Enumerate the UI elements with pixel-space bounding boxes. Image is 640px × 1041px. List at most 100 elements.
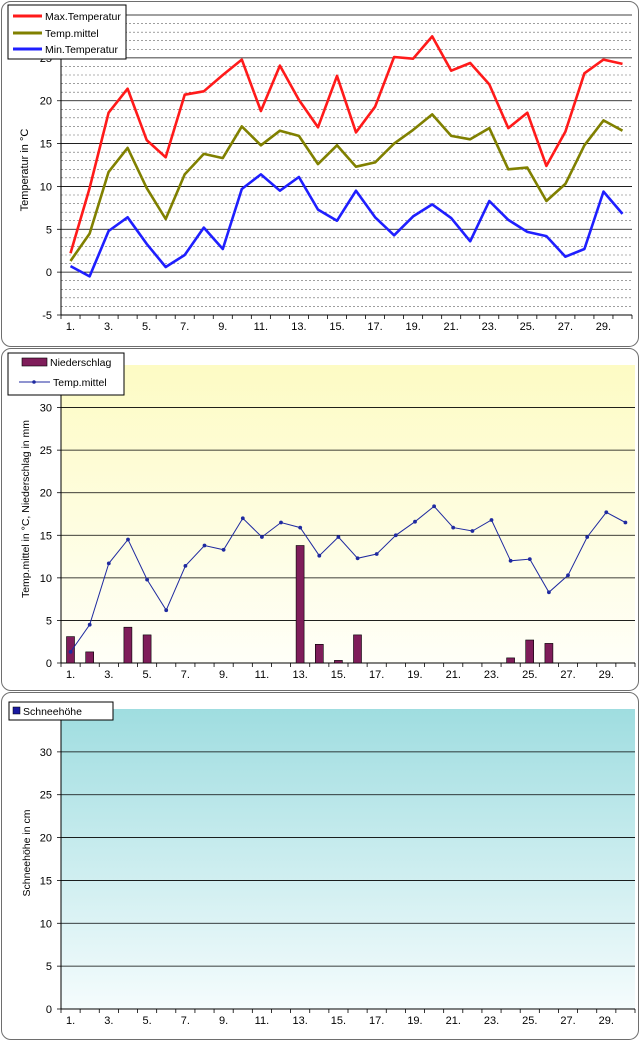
legend-label-snow: Schneehöhe — [23, 706, 82, 718]
legend-swatch-precip — [21, 357, 48, 367]
mean-point — [68, 650, 73, 654]
x-tick-label: 21. — [446, 669, 461, 681]
x-tick-label: 11. — [255, 1015, 269, 1027]
y-axis-label: Temp.mittel in °C, Niederschlag in mm — [20, 420, 32, 598]
x-tick-label: 9. — [218, 321, 227, 333]
axes — [60, 365, 635, 664]
mean-point — [298, 525, 303, 530]
x-tick-label: 25. — [522, 1015, 537, 1027]
y-tick-label: 5 — [46, 615, 52, 627]
legend-swatch-snow — [12, 706, 21, 715]
mean-point — [221, 547, 226, 552]
x-tick-label: 5. — [143, 1015, 152, 1027]
x-tick-label: 7. — [180, 321, 189, 333]
x-tick-labels: 1. 3. 5. 7. 9. 11. 13. 15. 17. 19. 21. 23. 25. 27. 29. — [66, 321, 611, 333]
x-tick-label: 17. — [367, 321, 382, 333]
y-tick-label: 0 — [46, 267, 52, 279]
x-tick-label: 3. — [104, 321, 113, 333]
x-tick-label: 15. — [331, 669, 346, 681]
x-tick-label: 17. — [369, 669, 384, 681]
x-tick-label: 9. — [219, 669, 228, 681]
series-line-max — [69, 35, 623, 254]
legend-marker-mean — [32, 380, 36, 384]
x-tick-label: 15. — [331, 1015, 346, 1027]
legend: Max.Temperatur Temp.mittel Min.Temperatu… — [7, 4, 127, 60]
mean-point — [260, 535, 264, 539]
y-axis-label: Schneehöhe in cm — [21, 809, 33, 896]
y-tick-label: 0 — [46, 658, 52, 670]
x-tick-labels: 1. 3. 5. 7. 9. 11. 13. 15. 17. 19. 21. 23. 25. 27. 29. — [66, 669, 614, 681]
precipitation-chart-panel: 0 5 10 15 20 25 30 1. 3. 5. 7. 9. 11. 13. 15. 17. 19. 21… — [1, 348, 639, 691]
x-tick-label: 29. — [596, 321, 611, 333]
x-tick-label: 29. — [599, 1015, 614, 1027]
mean-point — [451, 525, 456, 530]
axes — [60, 15, 632, 316]
mean-point — [183, 564, 188, 568]
precip-bar — [66, 636, 75, 664]
y-tick-labels: 0 5 10 15 20 25 30 — [40, 747, 52, 1016]
mean-point — [566, 573, 570, 578]
mean-point — [164, 608, 169, 613]
x-tick-label: 21. — [444, 321, 459, 333]
precip-bar — [314, 643, 324, 664]
temperature-chart-panel: -5051015202530 1.3.5.7.9.11.13.15.17.19.… — [1, 1, 639, 347]
legend: Niederschlag Temp.mittel — [7, 352, 125, 396]
x-tick-label: 21. — [446, 1015, 461, 1027]
y-tick-label: 10 — [40, 918, 52, 930]
mean-point — [393, 533, 398, 538]
x-tick-label: 7. — [181, 669, 190, 681]
precip-bar — [544, 643, 554, 664]
x-tick-label: 11. — [254, 321, 268, 333]
y-tick-labels: 0 5 10 15 20 25 30 — [40, 403, 52, 670]
x-tick-label: 13. — [293, 1015, 308, 1027]
mean-point — [145, 577, 150, 582]
x-tick-label: 11. — [255, 669, 269, 681]
precip-bar — [85, 651, 94, 664]
precip-bar — [295, 545, 305, 664]
y-tick-label: 15 — [40, 875, 52, 887]
precip-bar — [334, 660, 343, 664]
axes — [60, 709, 635, 1010]
mean-point — [126, 537, 130, 542]
plot-area — [61, 365, 635, 663]
mean-point — [547, 590, 551, 595]
y-tick-label: 20 — [40, 96, 52, 108]
legend-label-mean: Temp.mittel — [53, 377, 107, 389]
mean-point — [106, 561, 111, 566]
mean-point — [527, 557, 532, 561]
mean-point — [336, 535, 341, 539]
mean-point — [432, 504, 436, 509]
y-tick-label: 0 — [46, 1004, 52, 1016]
temperature-chart: -5051015202530 1.3.5.7.9.11.13.15.17.19.… — [7, 4, 633, 333]
x-tick-label: 23. — [484, 669, 499, 681]
x-tick-label: 1. — [66, 1015, 75, 1027]
plot-area — [61, 709, 635, 1009]
x-tick-label: 29. — [599, 669, 614, 681]
x-tick-label: 19. — [405, 321, 420, 333]
x-tick-label: 13. — [291, 321, 306, 333]
mean-point — [508, 558, 513, 563]
mean-point — [355, 556, 360, 561]
x-tick-label: 25. — [522, 669, 537, 681]
legend-label-mean: Temp.mittel — [45, 28, 99, 40]
legend-label-precip: Niederschlag — [50, 357, 111, 369]
legend-label-max: Max.Temperatur — [45, 11, 121, 23]
y-tick-label: 15 — [40, 530, 52, 542]
x-tick-label: 1. — [66, 321, 75, 333]
x-tick-label: 17. — [369, 1015, 384, 1027]
x-tick-label: 27. — [560, 669, 575, 681]
y-tick-label: 25 — [40, 790, 52, 802]
snow-chart-panel: 0 5 10 15 20 25 30 1. 3. 5. 7. 9. 11. 13. 15. 17. 19. 21… — [1, 692, 639, 1040]
legend: Schneehöhe — [8, 701, 114, 721]
y-tick-label: 20 — [40, 833, 52, 845]
x-tick-labels: 1. 3. 5. 7. 9. 11. 13. 15. 17. 19. 21. 23. 25. 27. 29. — [66, 1015, 614, 1027]
precip-bar — [142, 634, 152, 664]
x-tick-label: 27. — [558, 321, 573, 333]
mean-point — [374, 552, 379, 556]
y-tick-label: 5 — [46, 961, 52, 973]
mean-point — [202, 543, 207, 548]
y-tick-label: 20 — [40, 488, 52, 500]
y-tick-label: 30 — [40, 747, 52, 759]
y-axis-label: Temperatur in °C — [19, 129, 31, 212]
y-tick-label: 5 — [46, 224, 52, 236]
